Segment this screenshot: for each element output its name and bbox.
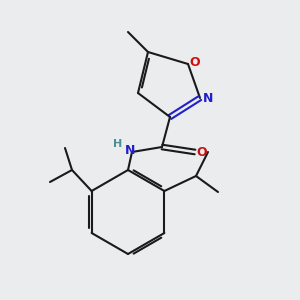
Text: N: N xyxy=(203,92,213,104)
Text: O: O xyxy=(197,146,207,158)
Text: N: N xyxy=(125,143,135,157)
Text: O: O xyxy=(190,56,200,68)
Text: H: H xyxy=(113,139,123,149)
